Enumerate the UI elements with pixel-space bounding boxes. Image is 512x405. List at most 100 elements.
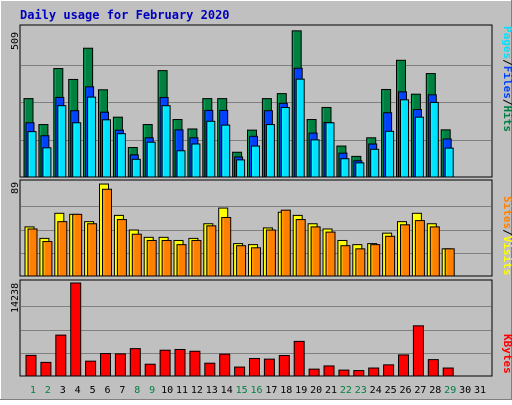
top-pages-bar-fill — [265, 124, 275, 178]
top-pages-bar — [340, 158, 350, 178]
x-axis-label-day: 25 — [385, 385, 397, 396]
middle-sites-bar-fill — [57, 221, 68, 277]
middle-sites-bar-fill — [444, 248, 455, 277]
top-pages-bar — [102, 119, 111, 178]
top-pages-bar-fill — [221, 124, 231, 178]
middle-sites-bar — [146, 239, 157, 277]
middle-sites-bar-fill — [414, 220, 425, 277]
x-axis-label-day: 8 — [134, 385, 140, 396]
bottom-kbytes-bar — [100, 353, 111, 377]
x-axis-label-day: 9 — [149, 385, 155, 396]
top-pages-bar-fill — [72, 122, 82, 178]
top-pages-bar — [444, 147, 454, 178]
bottom-kbytes-bar — [412, 325, 424, 377]
middle-sites-bar — [340, 245, 351, 277]
bars — [23, 30, 455, 377]
bottom-kbytes-bar-fill — [174, 348, 186, 377]
top-pages-bar-fill — [295, 78, 305, 178]
middle-sites-bar — [116, 219, 127, 277]
top-pages-bar-fill — [429, 101, 439, 178]
middle-sites-bar-fill — [102, 188, 112, 277]
middle-sites-bar — [265, 229, 276, 277]
bottom-kbytes-bar-fill — [278, 355, 290, 377]
middle-sites-bar-fill — [72, 213, 83, 277]
bottom-kbytes-bar — [353, 370, 365, 377]
middle-sites-bar — [310, 226, 321, 277]
bottom-kbytes-bar — [25, 354, 37, 377]
top-pages-bar — [116, 133, 126, 178]
middle-panel-max-label: 89 — [10, 182, 21, 194]
middle-sites-bar — [221, 216, 232, 277]
bottom-kbytes-bar — [174, 348, 186, 377]
top-pages-bar — [370, 148, 380, 178]
top-pages-bar — [146, 141, 156, 178]
middle-sites-bar-fill — [295, 219, 306, 277]
bottom-kbytes-bar-fill — [427, 359, 439, 377]
legend-pages: Pages — [501, 26, 512, 59]
middle-sites-bar — [72, 213, 83, 277]
middle-sites-bar — [42, 241, 53, 277]
middle-sites-bar-fill — [236, 245, 247, 277]
legend-hits: Hits — [501, 106, 512, 133]
bottom-kbytes-bar-fill — [204, 362, 216, 377]
legend-separator: / — [501, 99, 512, 106]
legend-separator: / — [501, 229, 512, 236]
bottom-kbytes-bar-fill — [442, 367, 454, 377]
bottom-kbytes-bar — [85, 360, 97, 377]
top-pages-bar — [414, 116, 424, 178]
middle-sites-bar — [280, 209, 291, 277]
bottom-kbytes-bar — [40, 361, 52, 377]
x-axis-label-day: 15 — [236, 385, 248, 396]
x-axis-label-day: 4 — [75, 385, 81, 396]
middle-sites-bar-fill — [146, 239, 157, 277]
middle-sites-bar-fill — [340, 245, 351, 277]
top-panel-max-label: 509 — [10, 32, 21, 50]
top-pages-bar — [400, 99, 409, 178]
top-pages-bar-fill — [131, 158, 141, 178]
middle-sites-bar — [325, 231, 336, 277]
middle-sites-bar-fill — [116, 219, 127, 277]
x-axis-label-day: 24 — [370, 385, 382, 396]
top-pages-bar — [72, 122, 82, 178]
x-axis-label-day: 2 — [45, 385, 51, 396]
bottom-kbytes-bar — [114, 353, 126, 377]
x-axis-label-day: 6 — [104, 385, 110, 396]
top-pages-bar — [87, 96, 97, 178]
middle-sites-bar-fill — [87, 223, 98, 277]
bottom-kbytes-bar-fill — [219, 353, 231, 377]
x-axis-label-day: 22 — [340, 385, 352, 396]
middle-sites-bar — [206, 225, 217, 277]
x-axis-label-day: 18 — [280, 385, 292, 396]
middle-sites-bar-fill — [131, 233, 142, 277]
bottom-kbytes-bar-fill — [234, 366, 246, 377]
bottom-kbytes-bar-fill — [338, 369, 350, 377]
bottom-kbytes-bar — [427, 359, 439, 377]
top-pages-bar — [295, 78, 305, 178]
bottom-kbytes-bar-fill — [263, 358, 275, 377]
top-pages-bar — [310, 139, 320, 178]
top-pages-bar — [27, 131, 37, 178]
x-axis-label-day: 13 — [206, 385, 218, 396]
middle-sites-bar-fill — [251, 247, 261, 277]
bottom-kbytes-bar-fill — [129, 348, 141, 377]
bottom-kbytes-bar-fill — [114, 353, 126, 377]
middle-sites-bar — [400, 224, 410, 277]
middle-sites-bar — [444, 248, 455, 277]
middle-sites-bar — [57, 221, 68, 277]
bottom-legend-text: KBytes — [501, 334, 512, 374]
bottom-kbytes-bar — [368, 367, 380, 377]
bottom-kbytes-bar — [159, 349, 171, 377]
top-pages-bar-fill — [27, 131, 37, 178]
middle-sites-bar — [414, 220, 425, 277]
top-pages-bar-fill — [102, 119, 111, 178]
bottom-kbytes-bar — [323, 365, 335, 377]
x-axis-label-day: 27 — [414, 385, 426, 396]
bottom-kbytes-bar — [308, 368, 320, 377]
top-pages-bar — [251, 145, 260, 178]
bottom-kbytes-bar-fill — [159, 349, 171, 377]
bottom-kbytes-bar-fill — [55, 334, 67, 377]
x-axis-label-day: 31 — [474, 385, 486, 396]
bottom-legend: KBytes — [501, 334, 512, 374]
top-pages-bar — [385, 130, 395, 178]
